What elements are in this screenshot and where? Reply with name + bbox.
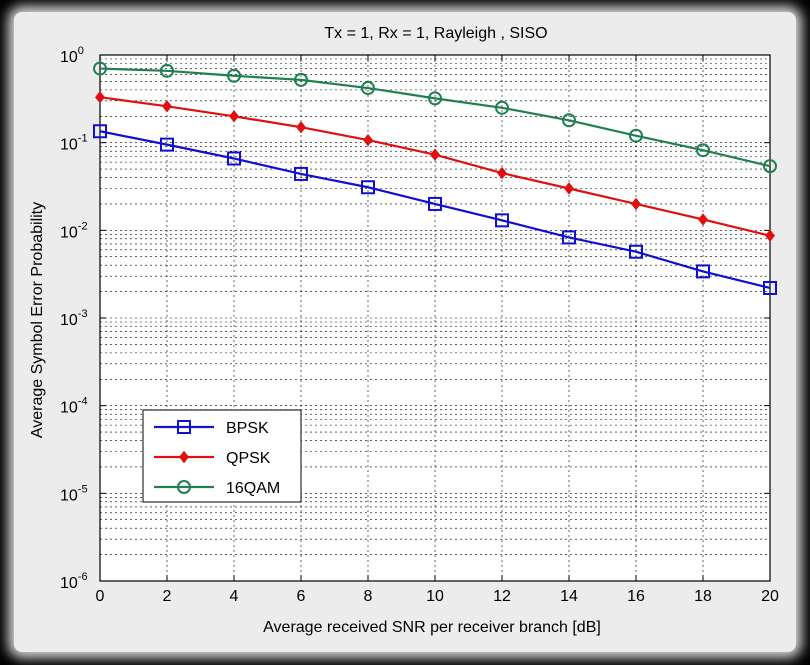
chart-title: Tx = 1, Rx = 1, Rayleigh , SISO (324, 25, 547, 42)
x-tick-label: 18 (694, 588, 712, 605)
x-tick-label: 12 (493, 588, 511, 605)
series (93, 61, 777, 295)
y-tick-label: 10-5 (60, 483, 88, 504)
data-point-bpsk (562, 230, 576, 245)
series-line-bpsk (99, 130, 771, 290)
legend-item-qpsk: QPSK (154, 450, 271, 467)
data-point-16qam (361, 81, 375, 96)
legend-item-bpsk: BPSK (154, 420, 269, 437)
x-tick-label: 4 (230, 588, 239, 605)
legend-item-16qam: 16QAM (154, 480, 280, 497)
data-point-qpsk (95, 91, 105, 104)
legend-marker-16qam (177, 480, 191, 494)
data-point-bpsk (696, 264, 710, 279)
legend: BPSK QPSK 16QAM (142, 409, 302, 503)
data-point-16qam (763, 159, 777, 174)
data-point-qpsk (363, 133, 373, 147)
y-tick-label: 10-4 (60, 396, 88, 417)
data-point-bpsk (629, 244, 643, 259)
y-tick-label: 100 (60, 45, 84, 66)
data-point-qpsk (564, 182, 574, 195)
x-tick-label: 6 (297, 588, 306, 605)
data-point-16qam (93, 61, 107, 76)
x-tick-label: 14 (560, 588, 578, 605)
legend-label-qpsk: QPSK (226, 450, 271, 467)
y-tick-label: 10-6 (60, 571, 88, 592)
y-axis-label: Average Symbol Error Probability (29, 202, 46, 438)
x-tick-label: 20 (761, 588, 779, 605)
data-point-qpsk (698, 213, 708, 226)
data-point-16qam (495, 100, 509, 115)
y-tick-label: 10-2 (60, 220, 88, 241)
series-16qam (93, 61, 777, 174)
series-bpsk (93, 124, 777, 295)
x-ticks: 0 2 4 6 8 10 12 14 16 18 20 (96, 55, 779, 605)
y-tick-label: 10-3 (60, 308, 88, 329)
legend-marker-qpsk (179, 450, 189, 464)
data-point-qpsk (497, 166, 507, 180)
data-point-qpsk (229, 110, 239, 123)
x-tick-label: 8 (364, 588, 373, 605)
x-tick-label: 16 (627, 588, 645, 605)
data-point-16qam (629, 128, 643, 143)
data-point-16qam (160, 63, 174, 78)
data-point-bpsk (160, 137, 174, 152)
series-qpsk (95, 91, 775, 242)
data-point-bpsk (227, 151, 241, 166)
data-point-16qam (562, 113, 576, 128)
data-point-bpsk (294, 166, 308, 181)
data-point-bpsk (361, 180, 375, 195)
y-ticks: 100 10-1 10-2 10-3 10-4 10-5 10-6 (60, 45, 770, 592)
data-point-16qam (428, 91, 442, 106)
data-point-qpsk (631, 197, 641, 211)
x-tick-label: 10 (426, 588, 444, 605)
data-point-qpsk (430, 148, 440, 161)
data-point-16qam (294, 72, 308, 87)
data-point-bpsk (763, 280, 777, 295)
x-tick-label: 0 (96, 588, 105, 605)
x-tick-label: 2 (163, 588, 172, 605)
data-point-bpsk (93, 124, 107, 139)
data-point-qpsk (162, 100, 172, 113)
legend-label-bpsk: BPSK (226, 420, 269, 437)
data-point-16qam (696, 143, 710, 158)
data-point-bpsk (428, 196, 442, 211)
series-line-16qam (99, 67, 771, 168)
legend-label-16qam: 16QAM (226, 480, 280, 497)
x-axis-label: Average received SNR per receiver branch… (263, 619, 601, 636)
data-point-bpsk (495, 213, 509, 228)
data-point-qpsk (765, 229, 775, 242)
legend-marker-bpsk (177, 420, 191, 434)
data-point-qpsk (296, 121, 306, 134)
y-tick-label: 10-1 (60, 133, 88, 154)
data-point-16qam (227, 68, 241, 83)
